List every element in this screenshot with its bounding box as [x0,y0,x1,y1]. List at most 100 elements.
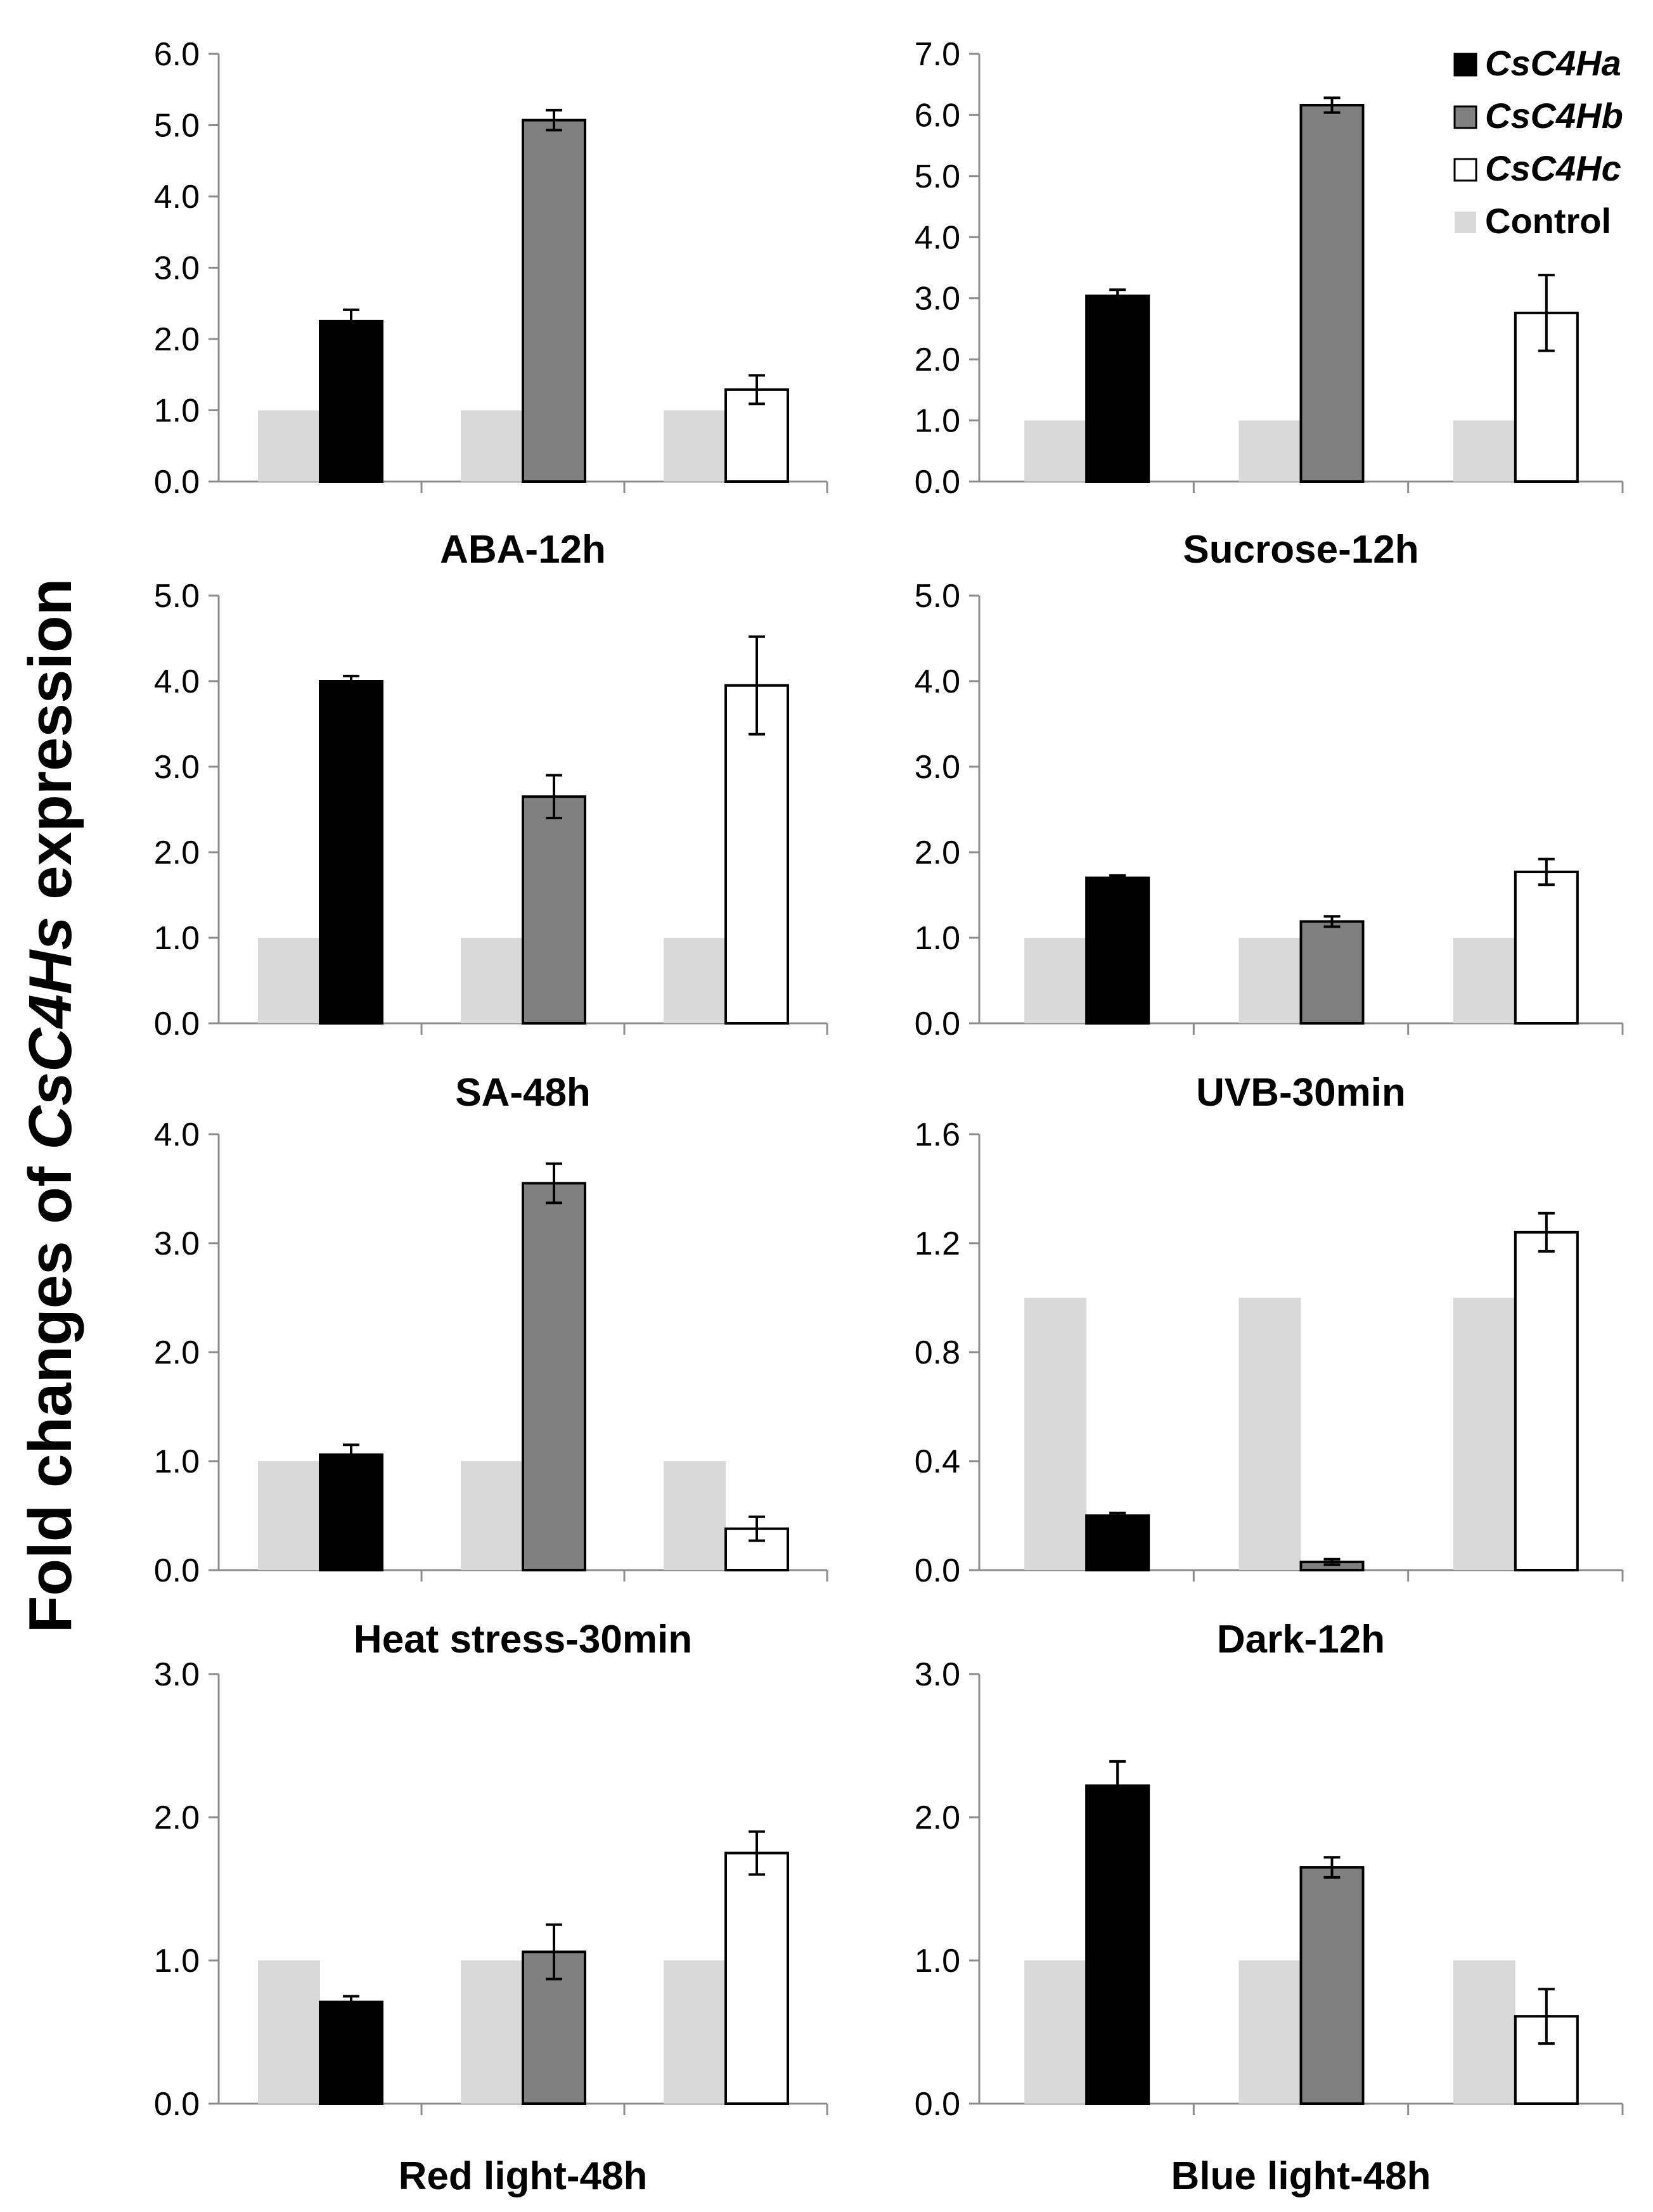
panel-title: Red light-48h [399,2154,648,2198]
y-tick-label: 3.0 [915,749,960,786]
control-bar [258,1960,320,2104]
y-tick-label: 2.0 [154,321,200,358]
legend-label: CsC4Ha [1485,43,1621,83]
legend-label: Control [1485,201,1611,241]
y-axis-label-gene: CsC4Hs [16,916,84,1149]
y-tick-label: 1.0 [154,1943,200,1979]
y-tick-label: 2.0 [154,834,200,871]
gene-bar-csc4hc [724,684,789,1025]
control-bar [461,938,523,1023]
y-tick-label: 0.0 [915,1006,960,1042]
y-tick-label: 0.4 [915,1443,960,1480]
y-tick-label: 1.0 [915,403,960,440]
y-tick-label: 4.0 [154,179,200,215]
control-bar [1238,1960,1301,2104]
y-tick-label: 3.0 [154,1225,200,1262]
y-tick-label: 3.0 [154,250,200,287]
gene-bar-csc4ha [319,2000,383,2106]
legend-label: CsC4Hb [1485,96,1623,136]
control-bar [1453,1960,1515,2104]
panel-title: Blue light-48h [1171,2154,1431,2198]
control-bar [461,1461,523,1570]
y-tick-label: 6.0 [154,36,200,73]
control-bar [1024,1298,1087,1570]
y-tick-label: 5.0 [154,108,200,144]
legend-swatch [1455,212,1476,233]
control-bar [1238,420,1301,482]
legend-label: CsC4Hc [1485,148,1621,188]
y-tick-label: 3.0 [154,1656,200,1693]
gene-bar-csc4hb [1299,920,1365,1025]
y-tick-label: 5.0 [154,578,200,615]
y-tick-label: 7.0 [915,36,960,73]
control-bar [1453,420,1515,482]
panel-title: Dark-12h [1217,1618,1385,1661]
y-tick-label: 2.0 [154,1334,200,1371]
chart-panel: 0.0 1.0 2.0 3.0 Blue light-48h [915,1656,1624,2198]
y-tick-label: 4.0 [915,663,960,700]
y-tick-label: 2.0 [915,834,960,871]
control-bar [1024,938,1087,1023]
y-tick-label: 2.0 [915,342,960,378]
y-tick-label: 1.0 [915,920,960,957]
chart-panel: 0.0 1.0 2.0 3.0 4.0 5.0 6.0 7.0 Sucrose-12h [915,36,1624,572]
control-bar [1238,938,1301,1023]
gene-bar-csc4ha [319,1453,383,1571]
control-bar [461,1960,523,2104]
legend-swatch [1453,105,1477,129]
legend-swatch [1453,53,1477,77]
gene-bar-csc4ha [319,680,383,1025]
panel-title: SA-48h [455,1071,591,1115]
y-tick-label: 0.0 [915,1552,960,1589]
y-tick-label: 4.0 [154,1116,200,1153]
y-tick-label: 3.0 [915,1656,960,1693]
y-axis-label-prefix: Fold changes of [16,1150,84,1633]
chart-panel: 0.0 0.4 0.8 1.2 1.6 Dark-12h [915,1116,1624,1661]
y-tick-label: 6.0 [915,97,960,134]
panel-title: Heat stress-30min [354,1618,692,1661]
y-axis-label-suffix: expression [16,579,84,917]
gene-bar-csc4ha [1085,1784,1150,2106]
gene-bar-csc4hc [1514,2015,1579,2105]
y-tick-label: 3.0 [154,749,200,786]
chart-panel: 0.0 1.0 2.0 3.0 Red light-48h [154,1656,828,2198]
y-tick-label: 1.0 [154,920,200,957]
gene-bar-csc4ha [1085,876,1150,1025]
chart-panels: 0.0 1.0 2.0 3.0 4.0 5.0 6.0 ABA-12h 0.0 1.0 2.0 3.0… [154,36,1624,2198]
control-bar [664,1461,726,1570]
y-tick-label: 1.0 [154,393,200,430]
y-tick-label: 1.2 [915,1225,960,1262]
y-tick-label: 0.0 [154,1552,200,1589]
y-tick-label: 1.0 [154,1443,200,1480]
y-tick-label: 1.6 [915,1116,960,1153]
gene-bar-csc4hc [724,1851,789,2105]
y-tick-label: 0.0 [154,1006,200,1042]
control-bar [1024,420,1087,482]
gene-bar-csc4hb [522,1182,586,1571]
y-axis-label: Fold changes of CsC4Hs expression [16,579,84,1633]
gene-bar-csc4hb [1299,104,1365,483]
control-bar [258,938,320,1023]
control-bar [664,1960,726,2104]
y-tick-label: 0.0 [154,2086,200,2123]
gene-bar-csc4hb [522,795,586,1025]
y-tick-label: 0.0 [915,2086,960,2123]
gene-bar-csc4hb [1299,1866,1365,2106]
y-tick-label: 0.8 [915,1334,960,1371]
control-bar [1453,1298,1515,1570]
y-tick-label: 1.0 [915,1943,960,1979]
gene-bar-csc4ha [1085,1514,1150,1571]
y-tick-label: 2.0 [915,1800,960,1836]
panel-title: UVB-30min [1196,1071,1406,1115]
chart-panel: 0.0 1.0 2.0 3.0 4.0 5.0 UVB-30min [915,578,1624,1115]
legend: CsC4Ha CsC4Hb CsC4Hc Control [1453,43,1623,241]
gene-bar-csc4hc [1514,1231,1579,1572]
y-tick-label: 5.0 [915,578,960,615]
panel-title: ABA-12h [440,528,606,572]
gene-bar-csc4ha [319,319,383,483]
chart-panel: 0.0 1.0 2.0 3.0 4.0 Heat stress-30min [154,1116,828,1661]
y-tick-label: 0.0 [154,464,200,501]
y-tick-label: 5.0 [915,158,960,195]
